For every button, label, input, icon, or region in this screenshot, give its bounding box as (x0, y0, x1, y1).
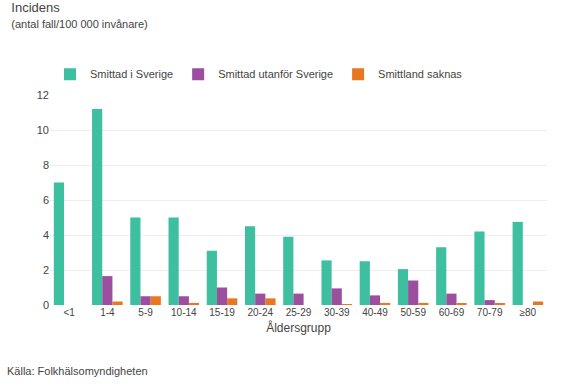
svg-text:Smittad utanför Sverige: Smittad utanför Sverige (218, 68, 333, 80)
svg-text:60-69: 60-69 (439, 307, 465, 318)
svg-text:Åldersgrupp: Åldersgrupp (266, 320, 331, 335)
svg-text:Smittad i Sverige: Smittad i Sverige (90, 68, 173, 80)
svg-text:6: 6 (43, 194, 49, 206)
svg-text:≥80: ≥80 (520, 307, 537, 318)
svg-text:10-14: 10-14 (171, 307, 197, 318)
svg-text:5-9: 5-9 (138, 307, 153, 318)
svg-text:70-79: 70-79 (477, 307, 503, 318)
svg-text:1-4: 1-4 (100, 307, 115, 318)
svg-text:2: 2 (43, 264, 49, 276)
svg-text:20-24: 20-24 (247, 307, 273, 318)
svg-text:0: 0 (43, 299, 49, 311)
svg-text:Källa: Folkhälsomyndigheten: Källa: Folkhälsomyndigheten (7, 365, 148, 377)
svg-text:50-59: 50-59 (400, 307, 426, 318)
svg-text:12: 12 (37, 89, 49, 101)
svg-text:40-49: 40-49 (362, 307, 388, 318)
svg-text:10: 10 (37, 124, 49, 136)
svg-text:30-39: 30-39 (324, 307, 350, 318)
svg-text:8: 8 (43, 159, 49, 171)
svg-text:<1: <1 (63, 307, 75, 318)
svg-text:Smittland saknas: Smittland saknas (378, 68, 462, 80)
svg-text:15-19: 15-19 (209, 307, 235, 318)
svg-text:Incidens(antal fall/100 000 in: Incidens(antal fall/100 000 invånare) (11, 0, 147, 30)
svg-text:25-29: 25-29 (286, 307, 312, 318)
svg-text:4: 4 (43, 229, 49, 241)
